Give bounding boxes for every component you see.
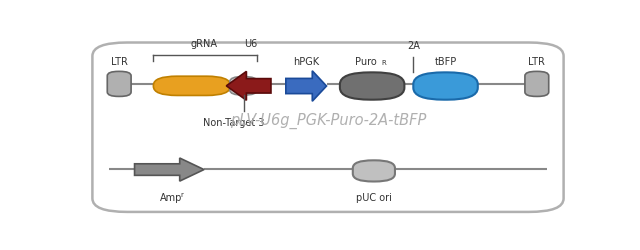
FancyArrow shape — [286, 71, 326, 101]
FancyBboxPatch shape — [108, 72, 131, 96]
Text: Non-Target 3: Non-Target 3 — [203, 118, 264, 128]
FancyArrow shape — [134, 158, 204, 181]
Text: pLV-U6g_PGK-Puro-2A-tBFP: pLV-U6g_PGK-Puro-2A-tBFP — [230, 112, 426, 128]
Text: gRNA: gRNA — [191, 39, 218, 49]
FancyBboxPatch shape — [413, 72, 478, 100]
Text: tBFP: tBFP — [435, 56, 457, 66]
Text: Amp: Amp — [159, 193, 182, 203]
FancyBboxPatch shape — [525, 72, 548, 96]
Text: LTR: LTR — [529, 56, 545, 66]
FancyBboxPatch shape — [154, 76, 230, 96]
Text: hPGK: hPGK — [293, 56, 319, 66]
FancyBboxPatch shape — [340, 72, 404, 100]
Text: r: r — [180, 192, 183, 198]
Text: LTR: LTR — [111, 56, 127, 66]
Text: U6: U6 — [244, 39, 258, 49]
FancyBboxPatch shape — [230, 76, 257, 95]
Text: pUC ori: pUC ori — [356, 193, 392, 203]
FancyArrow shape — [227, 72, 271, 100]
Text: Puro: Puro — [355, 56, 377, 66]
Text: 2A: 2A — [407, 40, 420, 50]
Text: R: R — [381, 60, 386, 66]
FancyBboxPatch shape — [353, 160, 395, 182]
